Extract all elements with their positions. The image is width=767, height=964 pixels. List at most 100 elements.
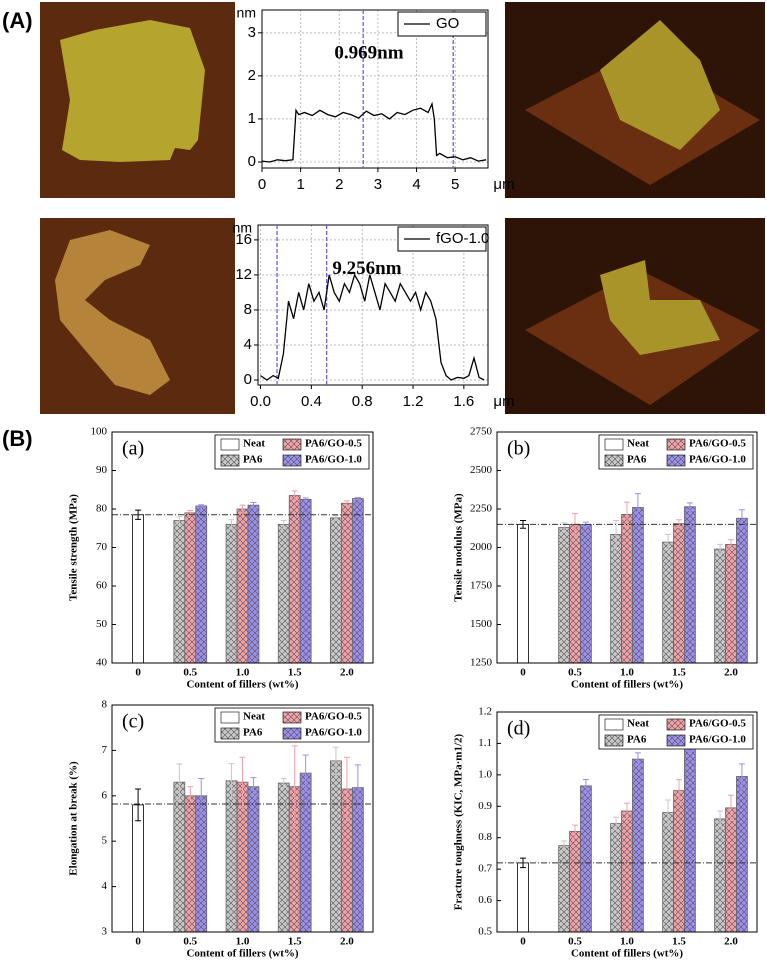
- x-tick-label: 3: [374, 176, 382, 193]
- y-tick-label: 8: [102, 699, 108, 711]
- bar: [299, 498, 312, 664]
- y-axis-label: nm: [233, 220, 252, 236]
- error-bar: [717, 543, 724, 555]
- error-bar: [176, 516, 183, 525]
- y-tick-label: 100: [91, 426, 108, 438]
- x-tick-label: 1.5: [288, 667, 302, 679]
- y-tick-label: 0.6: [478, 894, 492, 906]
- x-tick-label: 2: [335, 176, 343, 193]
- legend-label: PA6/GO-1.0: [305, 727, 362, 739]
- bar: [517, 862, 529, 933]
- error-bar: [561, 840, 568, 851]
- x-tick-label: 1.0: [620, 936, 634, 948]
- error-bar: [354, 764, 361, 811]
- data-line: [261, 101, 487, 163]
- bar: [558, 527, 570, 664]
- error-bar: [613, 816, 620, 831]
- error-bar: [717, 810, 724, 828]
- y-tick-label: 3: [102, 926, 108, 938]
- error-bar: [665, 799, 672, 826]
- legend-swatch: [220, 438, 240, 451]
- x-tick-label: 0: [135, 667, 141, 679]
- x-tick-label: 1.5: [672, 667, 686, 679]
- error-bar: [239, 504, 246, 514]
- y-tick-label: 1250: [470, 657, 493, 669]
- afm-image: [40, 218, 235, 414]
- y-tick-label: 0.9: [478, 800, 492, 812]
- legend-swatch: [666, 718, 686, 731]
- bar: [330, 517, 342, 664]
- legend-label: Neat: [243, 438, 265, 450]
- error-bar: [135, 788, 142, 822]
- bar: [610, 823, 622, 933]
- afm-3d-image: [505, 2, 765, 198]
- bar: [580, 785, 592, 933]
- y-tick-label: 2000: [470, 541, 493, 553]
- bar: [736, 776, 748, 933]
- legend-label: PA6: [243, 454, 263, 466]
- bar: [236, 508, 249, 664]
- y-tick-label: 7: [102, 744, 108, 756]
- error-bar: [343, 756, 350, 822]
- legend-label: PA6/GO-0.5: [689, 438, 746, 450]
- y-tick-label: 40: [96, 657, 108, 669]
- plot-frame: [111, 431, 374, 664]
- x-tick-label: 2.0: [724, 667, 738, 679]
- legend-label: PA6/GO-0.5: [305, 711, 362, 723]
- x-tick-label: 0: [520, 667, 526, 679]
- afm-3d-image: [505, 218, 765, 414]
- bar: [288, 495, 301, 664]
- bar: [673, 523, 685, 664]
- error-bar: [239, 756, 246, 808]
- y-tick-label: 1.2: [478, 706, 492, 718]
- bar: [684, 744, 696, 933]
- error-bar: [250, 501, 257, 509]
- error-bar: [176, 763, 183, 801]
- x-axis-label: Content of fillers (wt%): [571, 948, 683, 960]
- y-tick-label: 60: [96, 580, 108, 592]
- bar: [621, 513, 633, 664]
- error-bar: [228, 763, 235, 799]
- x-axis-label: Content of fillers (wt%): [571, 679, 683, 691]
- x-tick-label: 0.5: [568, 936, 582, 948]
- error-bar: [198, 778, 205, 814]
- y-axis-label: Elongation at break (%): [68, 761, 80, 876]
- y-tick-label: 50: [96, 618, 108, 630]
- x-axis-label: μm: [493, 393, 514, 410]
- x-tick-label: 1.2: [403, 393, 424, 410]
- plot-frame: [496, 711, 758, 933]
- x-tick-label: 2.0: [340, 667, 354, 679]
- x-tick-label: 1.0: [236, 936, 250, 948]
- y-tick-label: 4: [244, 336, 252, 353]
- error-bar: [738, 763, 745, 790]
- error-bar: [728, 794, 734, 821]
- y-tick-label: 1.1: [478, 737, 492, 749]
- bar: [632, 758, 644, 933]
- bar: [714, 548, 726, 664]
- bar: [195, 505, 208, 664]
- y-tick-label: 8: [244, 301, 252, 318]
- legend-swatch: [604, 718, 624, 731]
- legend-swatch: [604, 438, 624, 451]
- annotation: 9.256nm: [332, 258, 401, 279]
- legend-swatch: [666, 438, 686, 451]
- y-axis-label: nm: [237, 5, 256, 21]
- x-tick-label: 1.5: [672, 936, 686, 948]
- bar: [569, 831, 581, 933]
- error-bar: [250, 777, 257, 797]
- y-tick-label: 5: [102, 835, 108, 847]
- bar: [132, 514, 144, 664]
- y-tick-label: 2250: [470, 503, 493, 515]
- bar: [132, 804, 144, 933]
- x-axis-label: Content of fillers (wt%): [186, 679, 298, 691]
- legend-label: PA6/GO-1.0: [305, 454, 362, 466]
- bar: [662, 812, 674, 933]
- error-bar: [728, 539, 734, 550]
- error-bar: [572, 824, 578, 839]
- plot-frame: [261, 9, 489, 169]
- bar: [247, 504, 260, 664]
- x-tick-label: 0.0: [250, 393, 271, 410]
- x-tick-label: 2.0: [724, 936, 738, 948]
- y-tick-label: 90: [96, 464, 108, 476]
